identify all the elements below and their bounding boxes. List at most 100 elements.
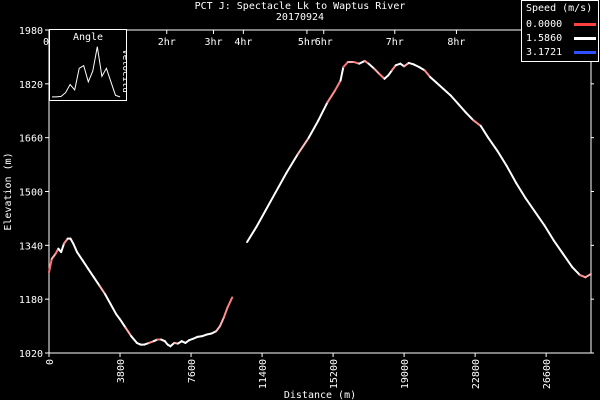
elevation-line-segment	[367, 62, 376, 70]
elevation-line-segment	[119, 318, 127, 329]
elevation-line-segment	[464, 111, 475, 122]
elevation-line-segment	[429, 76, 437, 84]
y-axis-label: Elevation (m)	[3, 152, 14, 230]
elevation-line-segment	[317, 101, 329, 122]
x-tick-label: 26600	[542, 359, 553, 389]
x-tick-label: 7600	[187, 359, 198, 383]
x-tick-label: 19000	[400, 359, 411, 389]
elevation-line-segment	[457, 103, 467, 114]
elevation-line-segment	[87, 267, 95, 279]
time-tick-label: 4hr	[234, 37, 252, 48]
elevation-line-segment	[578, 273, 587, 279]
elevation-line-segment	[442, 87, 452, 97]
legend-swatch	[574, 37, 596, 40]
chart-title: PCT J: Spectacle Lk to Waptus River	[194, 1, 406, 12]
elevation-line-segment	[524, 197, 536, 213]
elevation-line-segment	[390, 64, 397, 72]
elevation-line-segment	[358, 59, 366, 65]
x-tick-label: 3800	[116, 359, 127, 383]
elevation-line-segment	[333, 79, 342, 92]
elevation-line-segment	[226, 296, 234, 309]
time-tick-label: 3hr	[204, 37, 222, 48]
elevation-line-segment	[552, 239, 564, 255]
elevation-line-segment	[274, 171, 288, 195]
time-tick-label: 8hr	[447, 37, 465, 48]
elevation-line-segment	[472, 119, 482, 127]
y-tick-label: 1340	[19, 241, 43, 252]
y-tick-label: 1500	[19, 188, 43, 199]
x-tick-label: 11400	[258, 359, 269, 389]
elevation-line-segment	[479, 124, 490, 139]
legend-title: Speed (m/s)	[526, 3, 593, 14]
elevation-line-segment	[104, 293, 112, 306]
legend-entry-label: 0.0000	[526, 19, 563, 30]
time-tick-label: 6hr	[315, 37, 333, 48]
inset-title: Angle	[73, 32, 103, 43]
elevation-line-segment	[219, 316, 225, 328]
elevation-line-segment	[130, 335, 138, 344]
elevation-line-segment	[339, 66, 345, 82]
y-tick-label: 1180	[19, 295, 43, 306]
y-tick-label: 1820	[19, 80, 43, 91]
elevation-line-segment	[285, 153, 299, 174]
elevation-line-segment	[378, 73, 386, 80]
elevation-line-segment	[373, 67, 381, 76]
inset-plot: Angle Velocitu	[52, 32, 130, 98]
time-tick-label: 7hr	[386, 37, 404, 48]
elevation-line-segment	[246, 225, 258, 243]
elevation-line-segment	[505, 165, 518, 185]
elevation-line-segment	[571, 266, 581, 276]
elevation-line-segment	[115, 313, 122, 321]
elevation-line-segment	[326, 89, 336, 104]
elevation-line-segment	[515, 182, 527, 200]
elevation-line-segment	[543, 224, 555, 242]
x-axis-label: Distance (m)	[284, 390, 356, 400]
elevation-line-segment	[76, 251, 84, 262]
y-tick-label: 1020	[19, 349, 43, 360]
speed-legend: Speed (m/s) 0.0000 1.5860 3.1721	[521, 0, 599, 62]
legend-entry-label: 1.5860	[526, 33, 563, 44]
elevation-line-segment	[387, 69, 393, 77]
y-tick-label: 1980	[19, 26, 43, 37]
chart-subtitle: 20170924	[275, 12, 325, 23]
inset-line	[52, 46, 121, 98]
elevation-line-segment	[72, 242, 79, 254]
elevation-line-segment	[109, 303, 118, 316]
angle-velocity-inset: Angle Velocitu	[49, 29, 130, 101]
elevation-line-segment	[255, 209, 267, 228]
inset-ylabel: Velocitu	[120, 49, 126, 92]
legend-swatch	[574, 23, 596, 26]
elevation-line-segment	[92, 276, 101, 287]
time-tick-label: 2hr	[158, 37, 176, 48]
elevation-line-segment	[487, 136, 499, 153]
elevation-line-segment	[215, 325, 222, 333]
legend-swatch	[574, 51, 596, 54]
elevation-line-segment	[62, 237, 69, 245]
elevation-line-segment	[50, 252, 57, 260]
elevation-line-segment	[124, 326, 133, 338]
elevation-line-segment	[342, 60, 350, 69]
elevation-line-segment	[307, 119, 320, 139]
x-tick-label: 0	[45, 359, 56, 365]
y-tick-label: 1660	[19, 134, 43, 145]
x-tick-label: 15200	[329, 359, 340, 389]
legend-entry-label: 3.1721	[526, 47, 563, 58]
plot-frame	[48, 29, 592, 354]
elevation-line-segment	[584, 272, 592, 279]
elevation-line-segment	[222, 306, 229, 319]
elevation-line-segment	[423, 69, 432, 79]
elevation-line-segment	[81, 259, 90, 270]
elevation-line-segment	[418, 66, 426, 72]
x-tick-label: 22800	[471, 359, 482, 389]
elevation-line-segment	[48, 257, 53, 274]
elevation-line-segment	[412, 63, 421, 69]
elevation-line-segment	[496, 150, 508, 168]
elevation-line-segment	[561, 252, 574, 269]
elevation-line-segment	[449, 94, 460, 106]
elevation-line-segment	[98, 284, 107, 296]
elevation-line-segment	[264, 192, 277, 212]
elevation-line-segment	[434, 81, 445, 90]
elevation-line-segment	[60, 242, 65, 254]
elevation-line-segment	[296, 136, 310, 156]
elevation-line-segment	[533, 210, 546, 227]
